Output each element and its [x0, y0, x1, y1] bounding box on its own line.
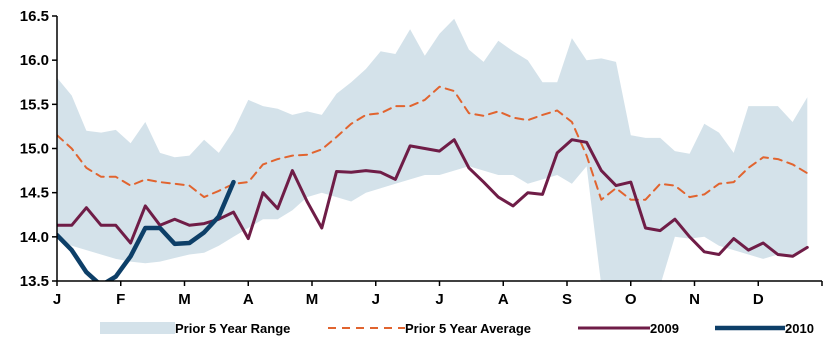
y-tick-label: 13.5 — [20, 273, 49, 290]
series-group — [57, 85, 809, 281]
range-band-group — [57, 18, 808, 281]
x-tick-label: J — [372, 291, 380, 308]
y-tick-label: 15.0 — [20, 141, 49, 158]
x-tick-label: A — [498, 291, 509, 308]
x-tick-label: J — [435, 291, 443, 308]
prior-5-year-average-line — [57, 85, 809, 201]
series-2009-line — [57, 138, 809, 258]
x-tick-label: S — [562, 291, 572, 308]
y-tick-label: 14.0 — [20, 229, 49, 246]
legend-average-label: Prior 5 Year Average — [405, 321, 531, 336]
x-tick-label: M — [306, 291, 319, 308]
y-tick-label: 15.5 — [20, 96, 49, 113]
legend-group: Prior 5 Year Range Prior 5 Year Average 20… — [100, 321, 814, 336]
x-tick-label: O — [625, 291, 637, 308]
legend-2010-label: 2010 — [785, 321, 814, 336]
y-tick-label: 16.0 — [20, 52, 49, 69]
x-tick-label: F — [116, 291, 125, 308]
y-tick-label: 14.5 — [20, 185, 49, 202]
x-tick-label: M — [178, 291, 191, 308]
legend-range-label: Prior 5 Year Range — [175, 321, 290, 336]
axes-group: 13.5 14.0 14.5 15.0 15.5 16.0 16.5 J F M A M J J A S O N D — [20, 8, 823, 308]
legend-range-swatch — [100, 322, 175, 334]
x-tick-label: J — [53, 291, 61, 308]
legend-2009-label: 2009 — [650, 321, 679, 336]
x-tick-label: N — [689, 291, 700, 308]
x-tick-label: A — [243, 291, 254, 308]
prior-5-year-range-band — [57, 18, 808, 281]
series-2010-line — [57, 179, 236, 281]
y-tick-label: 16.5 — [20, 8, 49, 25]
x-tick-label: D — [753, 291, 764, 308]
